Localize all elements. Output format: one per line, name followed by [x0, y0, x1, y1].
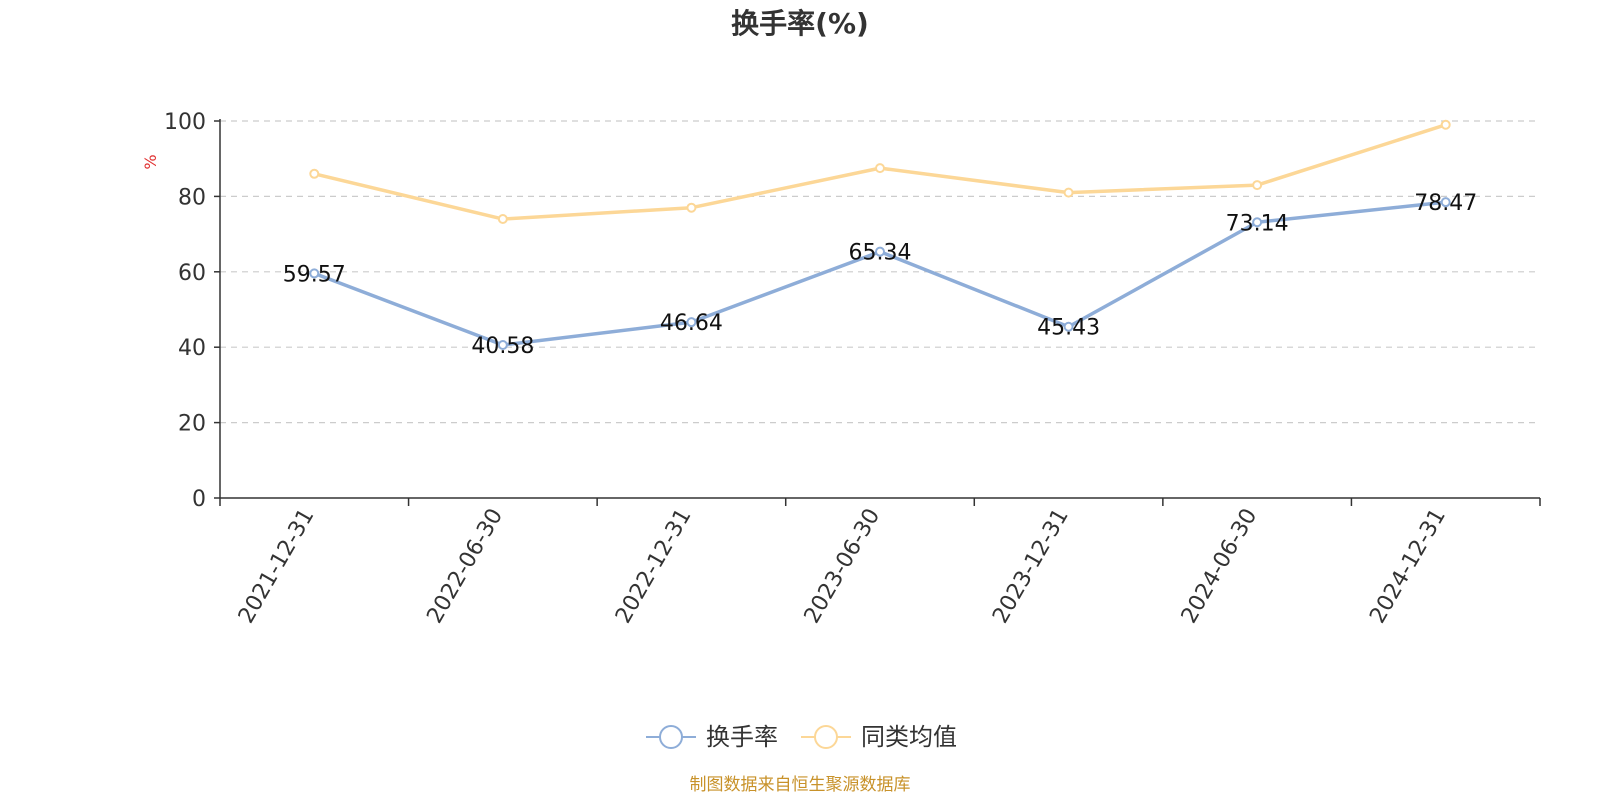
- x-tick-label-2021-12-31: 2021-12-31: [234, 505, 320, 628]
- data-label-2021-12-31: 59.57: [283, 262, 346, 287]
- x-tick-label-2023-06-30: 2023-06-30: [800, 505, 886, 628]
- series-0-point-2023-06-30: [875, 246, 885, 257]
- chart-title: 换手率(%): [731, 7, 869, 40]
- x-tick-label-2024-06-30: 2024-06-30: [1177, 505, 1263, 628]
- series-1-point-2021-12-31: [309, 168, 320, 179]
- data-label-2023-12-31: 45.43: [1037, 316, 1100, 341]
- legend-label-peer-average: 同类均值: [861, 723, 957, 751]
- series-0-point-2021-12-31: [309, 268, 320, 279]
- data-labels: 59.57 40.58 46.64 65.34 45.43 73.14 78.47: [283, 191, 1477, 359]
- series-1-point-2023-12-31: [1063, 187, 1074, 198]
- y-tick-label-20: 20: [178, 412, 206, 437]
- x-tick-label-2023-12-31: 2023-12-31: [988, 505, 1074, 628]
- series-0-point-2022-06-30: [497, 340, 508, 351]
- x-tick-label-2022-06-30: 2022-06-30: [422, 505, 508, 628]
- legend-marker-peer-average: [814, 725, 838, 749]
- series-1-point-2024-12-31: [1440, 119, 1451, 130]
- series-0-point-2024-12-31: [1440, 197, 1451, 208]
- series-0-point-2024-06-30: [1252, 217, 1263, 228]
- y-tick-label-80: 80: [178, 185, 206, 210]
- legend-marker-turnover: [659, 725, 683, 749]
- data-label-2022-06-30: 40.58: [471, 334, 534, 359]
- legend-item-peer-average[interactable]: 同类均值: [801, 723, 957, 751]
- legend-item-turnover[interactable]: 换手率: [646, 723, 778, 751]
- y-axis-unit-label: %: [141, 154, 160, 169]
- series-1-point-2023-06-30: [875, 163, 885, 174]
- legend: 换手率 同类均值: [646, 723, 957, 751]
- data-label-2022-12-31: 46.64: [660, 311, 723, 336]
- x-tick-label-2022-12-31: 2022-12-31: [611, 505, 697, 628]
- series-0-point-2022-12-31: [686, 317, 697, 328]
- legend-label-turnover: 换手率: [706, 723, 778, 751]
- series-1-point-2024-06-30: [1252, 180, 1263, 191]
- data-label-2023-06-30: 65.34: [849, 241, 912, 266]
- data-label-2024-06-30: 73.14: [1226, 211, 1289, 236]
- y-tick-label-100: 100: [164, 110, 206, 135]
- series-1-point-2022-12-31: [686, 202, 697, 213]
- grid-lines: [220, 120, 1540, 424]
- series-0-point-2023-12-31: [1063, 321, 1074, 332]
- y-tick-label-40: 40: [178, 336, 206, 361]
- x-tick-label-2024-12-31: 2024-12-31: [1365, 505, 1451, 628]
- y-tick-label-0: 0: [192, 487, 206, 512]
- data-label-2024-12-31: 78.47: [1414, 191, 1477, 216]
- series-1-point-2022-06-30: [497, 214, 508, 225]
- series-lines: [309, 119, 1451, 351]
- y-tick-label-60: 60: [178, 261, 206, 286]
- data-source-note: 制图数据来自恒生聚源数据库: [690, 775, 911, 795]
